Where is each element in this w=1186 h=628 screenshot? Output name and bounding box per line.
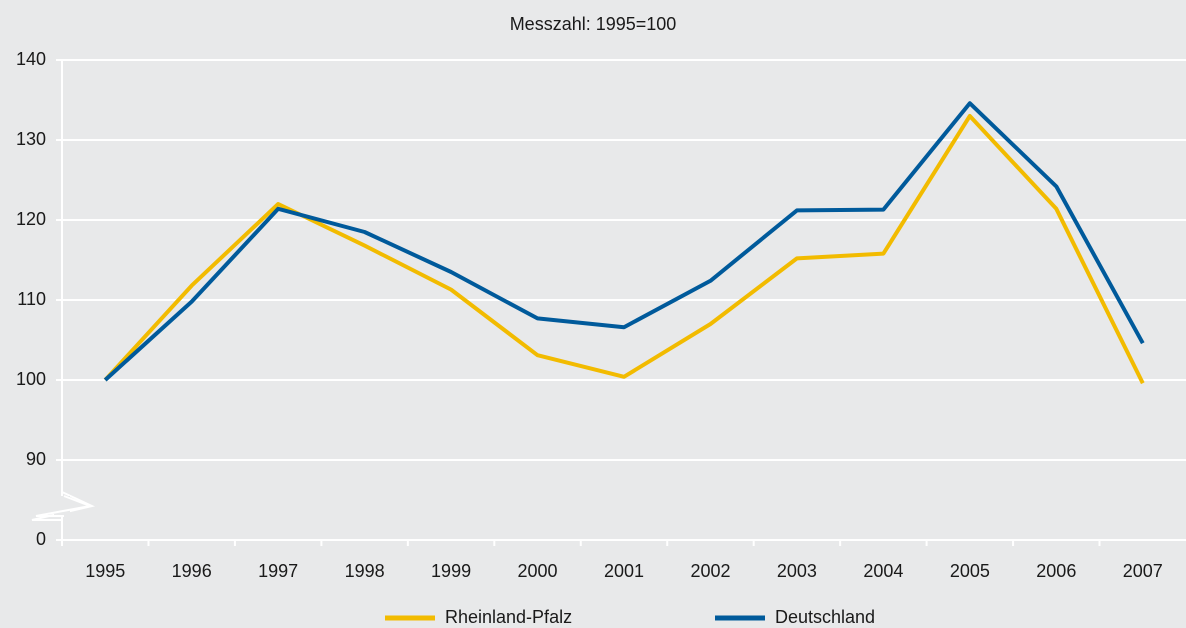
x-tick-label: 1995 — [85, 561, 125, 581]
y-tick-label: 110 — [17, 289, 46, 309]
x-tick-label: 2003 — [777, 561, 817, 581]
x-tick-label: 1997 — [258, 561, 298, 581]
legend-label: Deutschland — [775, 607, 875, 627]
x-tick-label: 1998 — [345, 561, 385, 581]
y-tick-label: 130 — [16, 129, 46, 149]
x-tick-label: 1999 — [431, 561, 471, 581]
y-tick-label: 0 — [36, 529, 46, 549]
y-tick-label: 100 — [16, 369, 46, 389]
x-tick-label: 2006 — [1036, 561, 1076, 581]
chart-title: Messzahl: 1995=100 — [510, 14, 677, 34]
legend-label: Rheinland-Pfalz — [445, 607, 572, 627]
x-tick-label: 2002 — [690, 561, 730, 581]
x-tick-label: 2007 — [1123, 561, 1163, 581]
x-tick-label: 2000 — [518, 561, 558, 581]
line-series — [103, 101, 1145, 382]
axis-break-zigzag — [35, 495, 94, 517]
y-tick-label: 140 — [16, 49, 46, 69]
x-tick-label: 2001 — [604, 561, 644, 581]
x-tick-label: 2005 — [950, 561, 990, 581]
x-tick-label: 2004 — [863, 561, 903, 581]
y-tick-label: 120 — [16, 209, 46, 229]
line-series — [103, 114, 1145, 385]
y-tick-label: 90 — [26, 449, 46, 469]
x-tick-label: 1996 — [172, 561, 212, 581]
